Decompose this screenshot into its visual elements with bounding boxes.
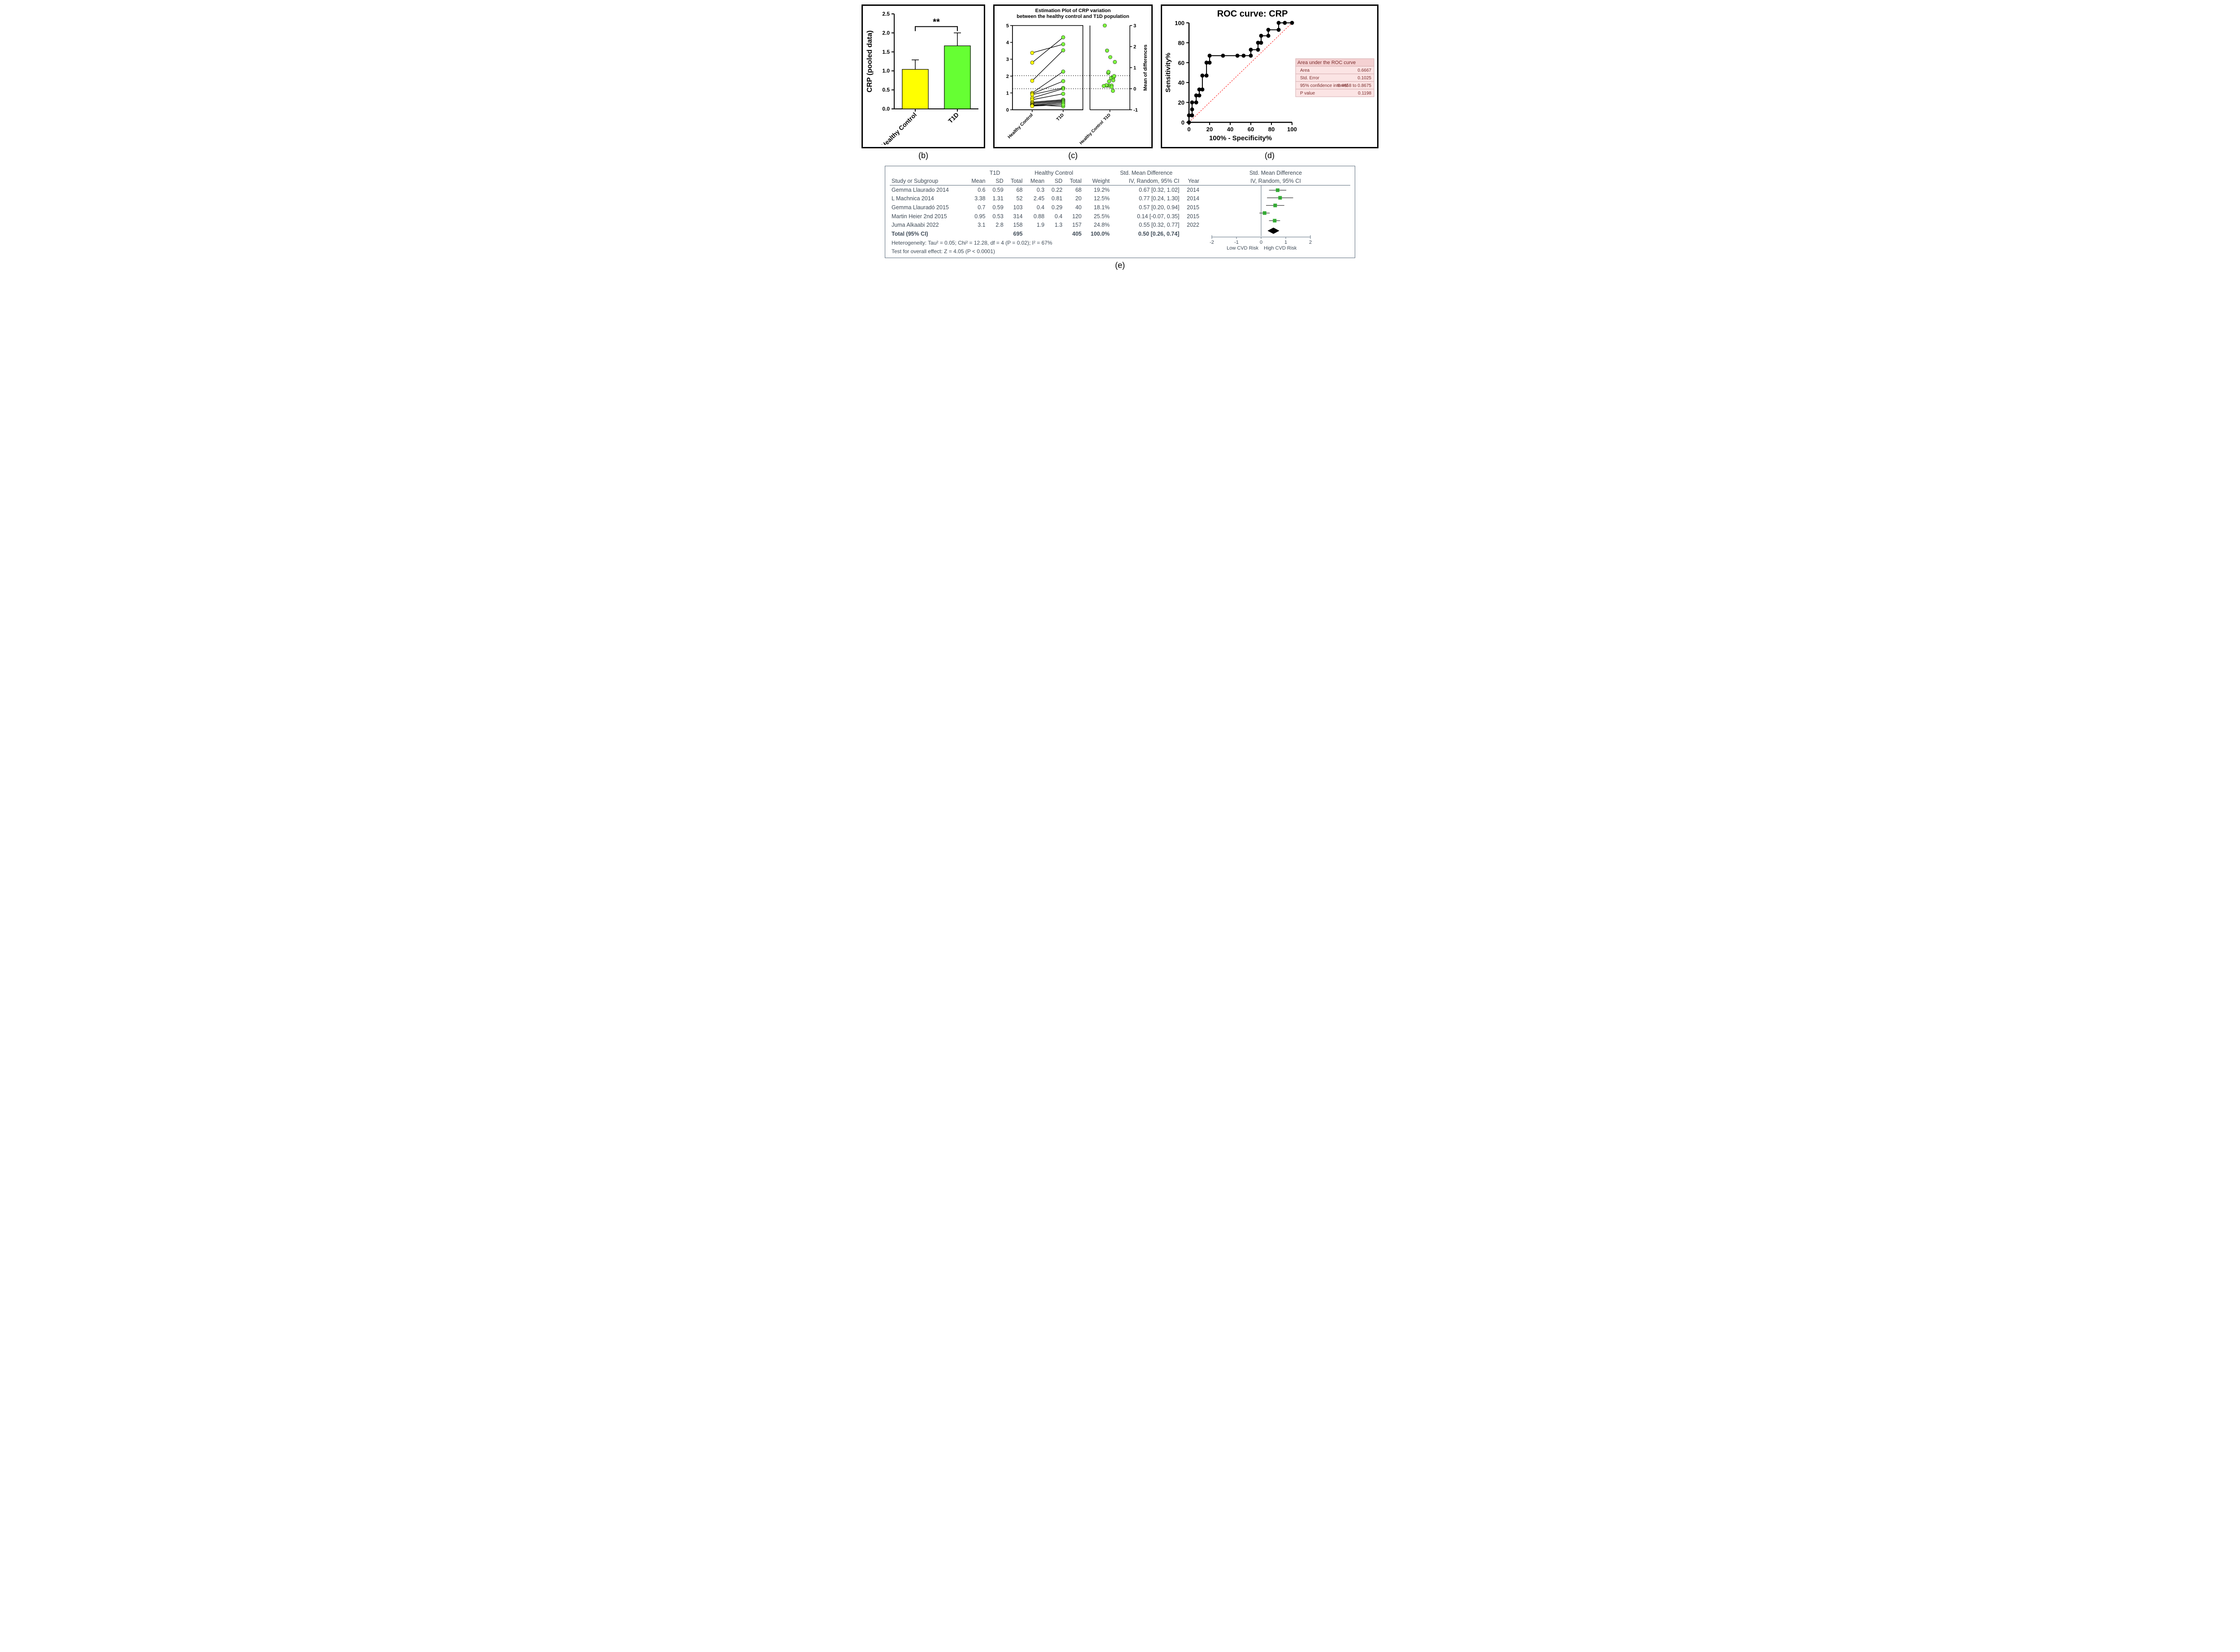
svg-text:0: 0: [1187, 126, 1190, 133]
svg-text:ROC curve: CRP: ROC curve: CRP: [1217, 9, 1288, 19]
svg-text:-2: -2: [1210, 240, 1214, 245]
svg-text:Area under the ROC curve: Area under the ROC curve: [1297, 60, 1356, 65]
svg-text:CRP (pooled data): CRP (pooled data): [866, 30, 874, 92]
estimation-plot: Estimation Plot of CRP variationbetween …: [995, 6, 1151, 145]
forest-table: T1DHealthy ControlStd. Mean DifferenceSt…: [890, 169, 1350, 256]
svg-text:Mean of differences: Mean of differences: [1143, 44, 1148, 91]
panel-b-wrap: 0.0 0.5 1.0 1.5 2.0 2.5 Healthy Control T1D ** CR…: [862, 4, 985, 160]
panel-e-wrap: T1DHealthy ControlStd. Mean DifferenceSt…: [4, 166, 2236, 270]
svg-text:40: 40: [1178, 79, 1185, 86]
svg-text:Healthy Control: Healthy Control: [1007, 112, 1034, 140]
panel-d-wrap: ROC curve: CRP 00 20 20 40 40 60 60 80 80 100 100 10…: [1161, 4, 1378, 160]
svg-text:0: 0: [1006, 108, 1009, 113]
svg-text:100: 100: [1175, 20, 1185, 26]
svg-text:2.5: 2.5: [882, 11, 890, 17]
panel-c: Estimation Plot of CRP variationbetween …: [993, 4, 1153, 148]
bar-chart-crp: 0.0 0.5 1.0 1.5 2.0 2.5 Healthy Control T1D ** CR…: [863, 6, 984, 145]
svg-text:between the healthy control an: between the healthy control and T1D popu…: [1017, 14, 1129, 19]
panel-d: ROC curve: CRP 00 20 20 40 40 60 60 80 80 100 100 10…: [1161, 4, 1378, 148]
svg-text:Low CVD Risk: Low CVD Risk: [1227, 246, 1258, 251]
panel-c-wrap: Estimation Plot of CRP variationbetween …: [993, 4, 1153, 160]
panel-b: 0.0 0.5 1.0 1.5 2.0 2.5 Healthy Control T1D ** CR…: [862, 4, 985, 148]
svg-text:20: 20: [1206, 126, 1213, 133]
svg-text:-1: -1: [1234, 240, 1239, 245]
svg-text:0.1025: 0.1025: [1357, 76, 1371, 81]
svg-text:0.0: 0.0: [882, 106, 890, 112]
svg-text:0.1198: 0.1198: [1358, 91, 1371, 96]
panel-d-label: (d): [1265, 151, 1275, 160]
svg-text:Estimation Plot of CRP variati: Estimation Plot of CRP variation: [1035, 8, 1111, 13]
panel-c-label: (c): [1068, 151, 1078, 160]
svg-text:40: 40: [1227, 126, 1233, 133]
svg-text:2: 2: [1133, 44, 1136, 50]
svg-text:0.6667: 0.6667: [1357, 68, 1371, 73]
top-row: 0.0 0.5 1.0 1.5 2.0 2.5 Healthy Control T1D ** CR…: [4, 4, 2236, 160]
svg-text:100: 100: [1287, 126, 1297, 133]
svg-text:1: 1: [1006, 91, 1009, 96]
svg-text:1.5: 1.5: [882, 49, 890, 55]
svg-text:2.0: 2.0: [882, 30, 890, 36]
svg-text:1: 1: [1284, 240, 1287, 245]
panel-b-label: (b): [918, 151, 928, 160]
svg-text:Area: Area: [1300, 68, 1310, 73]
svg-text:Healthy Control: Healthy Control: [1079, 120, 1105, 145]
svg-text:High CVD Risk: High CVD Risk: [1264, 246, 1297, 251]
svg-text:Healthy Control: Healthy Control: [880, 111, 918, 145]
svg-text:4: 4: [1006, 40, 1009, 46]
svg-text:3: 3: [1006, 57, 1009, 62]
svg-text:2: 2: [1006, 74, 1009, 79]
svg-text:Sensitivity%: Sensitivity%: [1164, 53, 1172, 92]
svg-text:60: 60: [1178, 60, 1185, 66]
svg-text:80: 80: [1268, 126, 1275, 133]
svg-text:1.0: 1.0: [882, 68, 890, 74]
svg-text:0: 0: [1133, 86, 1136, 92]
svg-text:T1D: T1D: [947, 111, 960, 125]
forest-plot-table: T1DHealthy ControlStd. Mean DifferenceSt…: [885, 166, 1355, 258]
svg-text:T1D: T1D: [1055, 112, 1065, 122]
svg-text:20: 20: [1178, 99, 1185, 106]
svg-text:P value: P value: [1300, 91, 1315, 96]
svg-text:0.4658 to 0.8675: 0.4658 to 0.8675: [1338, 83, 1372, 88]
roc-curve: ROC curve: CRP 00 20 20 40 40 60 60 80 80 100 100 10…: [1162, 6, 1377, 145]
svg-text:Std. Error: Std. Error: [1300, 76, 1319, 81]
svg-text:5: 5: [1006, 23, 1009, 29]
svg-text:-1: -1: [1133, 108, 1138, 113]
panel-e-label: (e): [1115, 261, 1125, 270]
svg-text:2: 2: [1309, 240, 1312, 245]
svg-text:60: 60: [1248, 126, 1254, 133]
svg-text:0: 0: [1181, 119, 1185, 126]
svg-text:100% - Specificity%: 100% - Specificity%: [1209, 134, 1272, 142]
svg-text:**: **: [933, 17, 940, 27]
svg-text:0: 0: [1260, 240, 1262, 245]
svg-text:3: 3: [1133, 23, 1136, 29]
svg-text:0.5: 0.5: [882, 87, 890, 93]
svg-text:1: 1: [1133, 65, 1136, 71]
svg-text:80: 80: [1178, 39, 1185, 46]
